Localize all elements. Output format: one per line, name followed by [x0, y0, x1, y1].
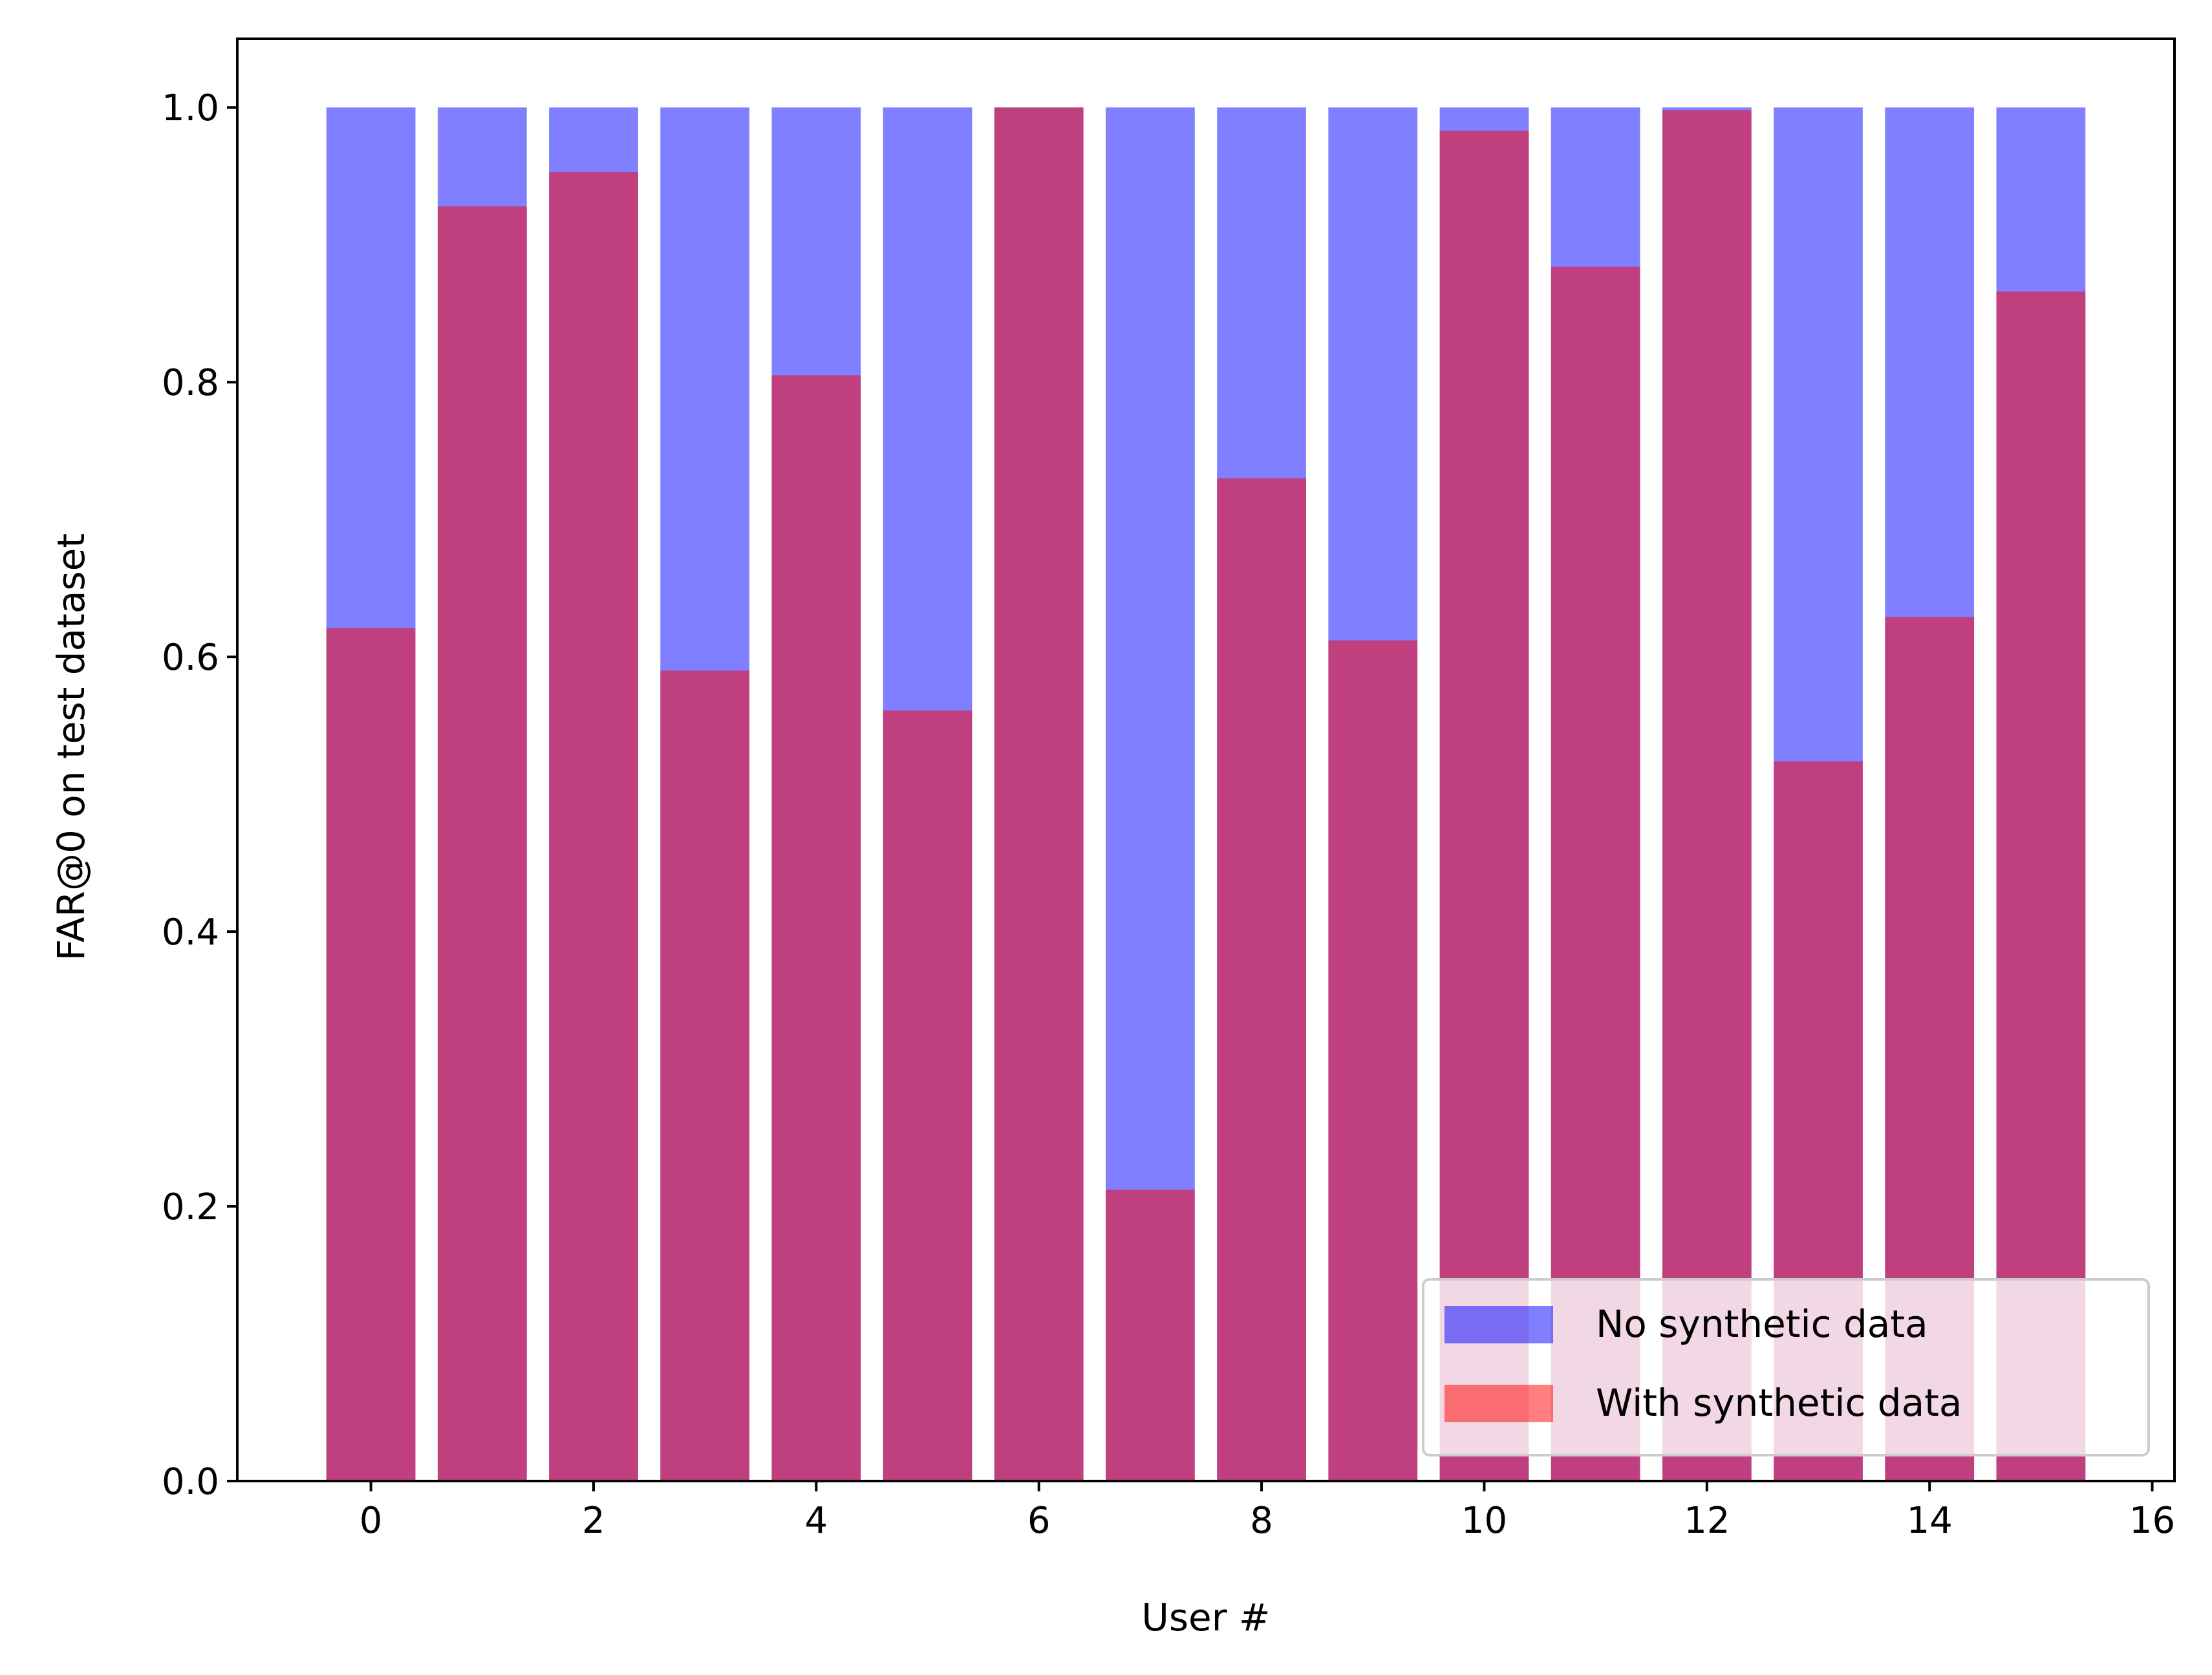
x-axis-label: User #	[1141, 1595, 1270, 1639]
bar-with-synthetic-user-2	[549, 172, 638, 1481]
y-tick-label: 0.4	[162, 912, 219, 954]
bars-group	[326, 107, 2086, 1482]
bar-with-synthetic-user-12	[1662, 110, 1752, 1482]
x-tick-label: 14	[1907, 1500, 1953, 1542]
x-tick-label: 8	[1250, 1500, 1273, 1542]
bar-with-synthetic-user-4	[771, 375, 861, 1481]
x-tick-label: 4	[805, 1500, 828, 1542]
axes-frame	[236, 37, 2176, 1482]
y-axis-label: FAR@0 on test dataset	[49, 533, 93, 961]
y-tick-label: 0.8	[162, 362, 219, 404]
bar-with-synthetic-user-7	[1106, 1190, 1195, 1481]
bar-with-synthetic-user-0	[326, 628, 416, 1481]
x-tick-label: 6	[1027, 1500, 1051, 1542]
legend-swatch-with-synthetic	[1444, 1385, 1553, 1422]
bar-with-synthetic-user-10	[1439, 131, 1529, 1481]
bar-with-synthetic-user-8	[1217, 478, 1306, 1481]
bar-with-synthetic-user-1	[437, 206, 527, 1481]
legend-label-no-synthetic: No synthetic data	[1596, 1302, 1928, 1346]
y-tick-label: 0.0	[162, 1461, 219, 1503]
legend-label-with-synthetic: With synthetic data	[1596, 1381, 1962, 1425]
bar-with-synthetic-user-6	[994, 107, 1084, 1482]
x-tick-label: 12	[1684, 1500, 1730, 1542]
legend-box	[1422, 1278, 2150, 1456]
y-axis-ticks: 0.0 0.2 0.4 0.6 0.8 1.0	[162, 87, 237, 1503]
legend: No synthetic data With synthetic data	[1422, 1278, 2150, 1456]
x-tick-label: 2	[582, 1500, 605, 1542]
bar-with-synthetic-user-5	[883, 710, 972, 1481]
bar-with-synthetic-user-9	[1328, 640, 1418, 1481]
x-axis-ticks: 0 2 4 6 8 10 12 14 16	[360, 1481, 2175, 1542]
x-tick-label: 0	[360, 1500, 383, 1542]
legend-swatch-no-synthetic	[1444, 1306, 1553, 1343]
y-tick-label: 0.6	[162, 637, 219, 679]
y-tick-label: 0.2	[162, 1186, 219, 1228]
bar-with-synthetic-user-3	[660, 670, 750, 1481]
x-tick-label: 16	[2129, 1500, 2175, 1542]
x-tick-label: 10	[1461, 1500, 1507, 1542]
y-tick-label: 1.0	[162, 87, 219, 129]
